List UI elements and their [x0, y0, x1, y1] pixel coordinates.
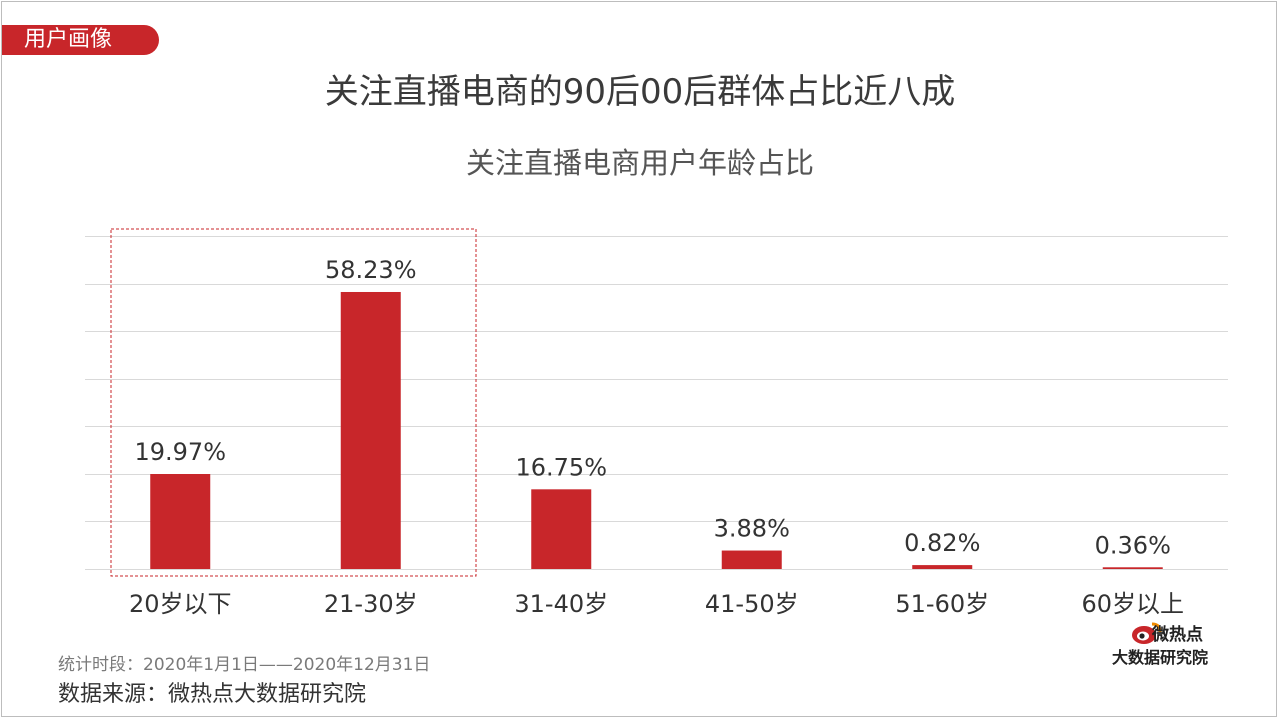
data-label: 19.97% [134, 438, 226, 466]
brand-logo: 微热点 大数据研究院 [1112, 620, 1232, 668]
data-label: 58.23% [325, 256, 417, 284]
x-tick-label: 21-30岁 [324, 590, 418, 618]
data-label: 16.75% [515, 453, 607, 481]
x-tick-label: 31-40岁 [514, 590, 608, 618]
bar [1102, 567, 1163, 569]
logo-subname: 大数据研究院 [1112, 648, 1209, 667]
data-label: 0.36% [1095, 531, 1171, 559]
bar [912, 565, 973, 569]
section-tag: 用户画像 [2, 25, 159, 55]
highlight-box [110, 228, 477, 577]
logo-name: 微热点 [1152, 625, 1203, 645]
chart-title: 关注直播电商用户年龄占比 [465, 146, 814, 180]
bar [150, 473, 211, 569]
page-headline: 关注直播电商的90后00后群体占比近八成 [324, 72, 956, 112]
statistics-period: 统计时段：2020年1月1日——2020年12月31日 [58, 655, 431, 675]
bar [531, 489, 592, 569]
x-tick-label: 20岁以下 [129, 590, 232, 618]
data-source: 数据来源：微热点大数据研究院 [58, 682, 367, 707]
bar [721, 550, 782, 569]
data-label: 0.82% [904, 529, 980, 557]
bar [340, 291, 401, 569]
x-tick-label: 60岁以上 [1081, 590, 1184, 618]
weibo-eye-icon [1132, 622, 1162, 644]
x-tick-label: 41-50岁 [705, 590, 799, 618]
data-label: 3.88% [714, 515, 790, 543]
x-tick-label: 51-60岁 [895, 590, 989, 618]
